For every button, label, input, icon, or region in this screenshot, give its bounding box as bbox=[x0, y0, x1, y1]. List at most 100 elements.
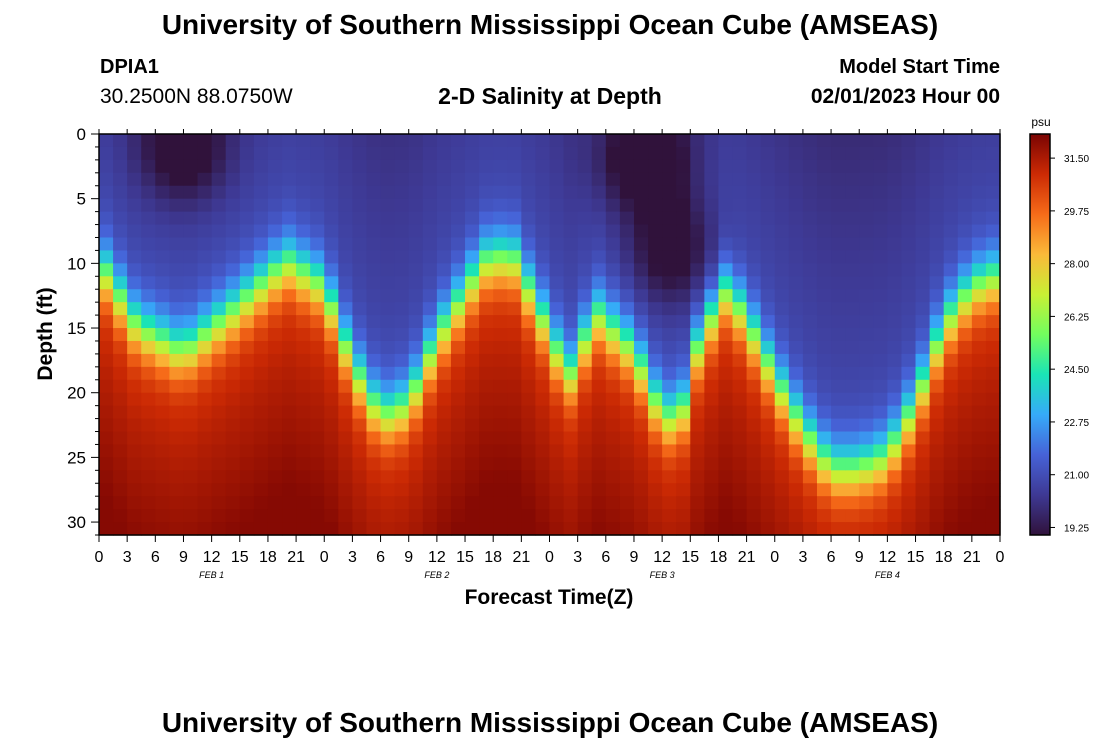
heatmap-cell bbox=[282, 431, 297, 446]
heatmap-cell bbox=[845, 237, 860, 252]
y-tick-label: 15 bbox=[67, 319, 86, 338]
heatmap-cell bbox=[971, 237, 987, 252]
heatmap-cell bbox=[324, 405, 339, 420]
heatmap-cell bbox=[366, 496, 382, 510]
heatmap-cell bbox=[99, 418, 114, 433]
heatmap-cell bbox=[408, 211, 424, 226]
heatmap-cell bbox=[563, 483, 579, 497]
heatmap-cell bbox=[99, 431, 114, 446]
heatmap-cell bbox=[155, 263, 170, 277]
heatmap-cell bbox=[99, 483, 114, 497]
heatmap-cell bbox=[183, 302, 199, 316]
heatmap-cell bbox=[605, 237, 621, 252]
heatmap-cell bbox=[310, 250, 325, 264]
heatmap-cell bbox=[577, 392, 593, 407]
heatmap-cell bbox=[380, 263, 396, 277]
heatmap-cell bbox=[957, 353, 973, 368]
heatmap-cell bbox=[282, 237, 297, 252]
heatmap-cell bbox=[591, 224, 607, 239]
heatmap-cell bbox=[563, 379, 579, 394]
heatmap-cell bbox=[760, 470, 776, 484]
heatmap-cell bbox=[479, 250, 494, 264]
heatmap-cell bbox=[465, 198, 480, 213]
x-tick-label: 21 bbox=[287, 549, 305, 566]
heatmap-cell bbox=[169, 146, 185, 161]
heatmap-cell bbox=[296, 237, 311, 252]
heatmap-cell bbox=[99, 315, 114, 329]
heatmap-cell bbox=[465, 172, 480, 187]
heatmap-cell bbox=[591, 483, 607, 497]
x-tick-label: 18 bbox=[710, 549, 728, 566]
heatmap-cell bbox=[493, 224, 508, 239]
heatmap-cell bbox=[141, 315, 156, 329]
heatmap-cell bbox=[352, 134, 368, 148]
heatmap-cell bbox=[929, 302, 945, 316]
heatmap-cell bbox=[662, 185, 677, 200]
heatmap-cell bbox=[338, 172, 354, 187]
heatmap-cell bbox=[450, 302, 466, 316]
heatmap-cell bbox=[253, 353, 269, 368]
heatmap-cell bbox=[732, 134, 748, 148]
heatmap-cell bbox=[718, 470, 734, 484]
heatmap-cell bbox=[380, 146, 396, 161]
heatmap-cell bbox=[493, 379, 508, 394]
heatmap-cell bbox=[507, 263, 522, 277]
x-tick-label: 3 bbox=[798, 549, 807, 566]
heatmap-cell bbox=[915, 328, 931, 342]
heatmap-cell bbox=[127, 470, 142, 484]
heatmap-cell bbox=[422, 289, 438, 303]
heatmap-cell bbox=[957, 302, 973, 316]
heatmap-cell bbox=[859, 250, 874, 264]
heatmap-cell bbox=[99, 146, 114, 161]
heatmap-cell bbox=[113, 431, 128, 446]
heatmap-cell bbox=[662, 302, 677, 316]
heatmap-cell bbox=[802, 496, 818, 510]
heatmap-cell bbox=[211, 263, 227, 277]
heatmap-cell bbox=[943, 159, 959, 174]
heatmap-cell bbox=[633, 185, 649, 200]
heatmap-cell bbox=[802, 457, 818, 471]
heatmap-cell bbox=[535, 172, 551, 187]
heatmap-cell bbox=[479, 211, 494, 226]
heatmap-cell bbox=[113, 159, 128, 174]
heatmap-cell bbox=[732, 444, 748, 458]
heatmap-cell bbox=[915, 379, 931, 394]
heatmap-cell bbox=[957, 431, 973, 446]
x-tick-label: 21 bbox=[512, 549, 530, 566]
heatmap-cell bbox=[732, 405, 748, 420]
heatmap-cell bbox=[662, 159, 677, 174]
heatmap-cell bbox=[296, 405, 311, 420]
heatmap-cell bbox=[465, 418, 480, 433]
heatmap-cell bbox=[873, 470, 888, 484]
heatmap-cell bbox=[253, 379, 269, 394]
heatmap-cell bbox=[901, 224, 917, 239]
heatmap-cell bbox=[563, 224, 579, 239]
heatmap-cell bbox=[155, 509, 170, 523]
heatmap-cell bbox=[774, 431, 790, 446]
heatmap-cell bbox=[352, 483, 368, 497]
heatmap-cell bbox=[465, 237, 480, 252]
heatmap-cell bbox=[450, 431, 466, 446]
heatmap-cell bbox=[676, 379, 691, 394]
heatmap-cell bbox=[507, 172, 522, 187]
heatmap-cell bbox=[127, 224, 142, 239]
heatmap-cell bbox=[239, 224, 255, 239]
heatmap-cell bbox=[704, 483, 720, 497]
heatmap-cell bbox=[859, 392, 874, 407]
heatmap-cell bbox=[352, 250, 368, 264]
heatmap-cell bbox=[859, 379, 874, 394]
heatmap-cell bbox=[845, 159, 860, 174]
heatmap-cell bbox=[971, 289, 987, 303]
heatmap-cell bbox=[141, 457, 156, 471]
heatmap-cell bbox=[535, 496, 551, 510]
heatmap-cell bbox=[211, 470, 227, 484]
heatmap-cell bbox=[197, 392, 213, 407]
heatmap-cell bbox=[436, 237, 452, 252]
heatmap-cell bbox=[577, 340, 593, 355]
heatmap-cell bbox=[366, 328, 382, 342]
heatmap-cell bbox=[915, 224, 931, 239]
colorbar-tick-label: 26.25 bbox=[1064, 312, 1089, 323]
heatmap-cell bbox=[662, 198, 677, 213]
heatmap-cell bbox=[436, 263, 452, 277]
heatmap-cell bbox=[296, 276, 311, 290]
